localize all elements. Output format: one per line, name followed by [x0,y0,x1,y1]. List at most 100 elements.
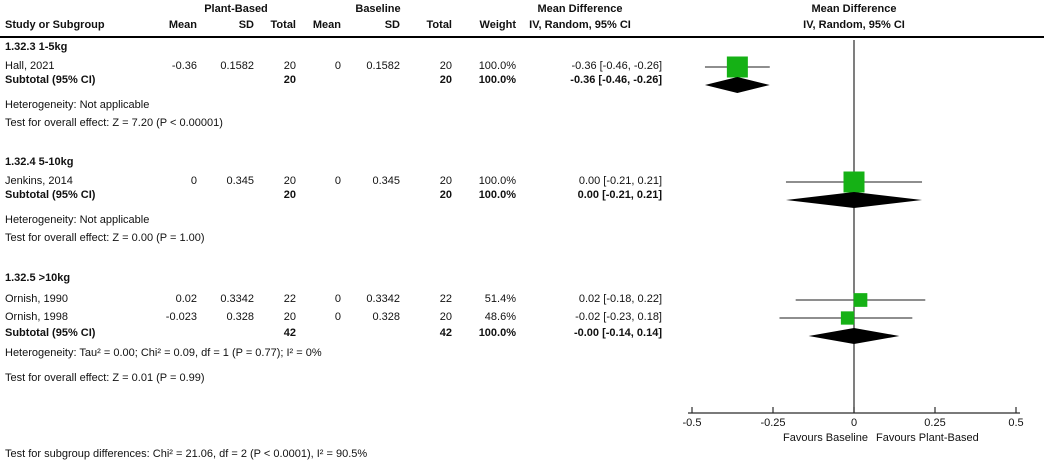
favours-left-label: Favours Baseline [783,432,868,444]
favours-right-label: Favours Plant-Based [876,432,979,444]
subgroup-title: 1.32.5 >10kg [5,272,71,284]
subtotal-diamond [808,328,900,344]
mean2-value: 0 [334,311,341,323]
heterogeneity-note: Heterogeneity: Tau² = 0.00; Chi² = 0.09,… [5,347,322,359]
study-name: Ornish, 1990 [5,293,68,305]
axis-tick-label: 0.5 [1008,417,1023,429]
axis-tick-label: 0 [851,417,857,429]
subtotal-md-ci-text: -0.36 [-0.46, -0.26] [570,74,662,86]
weight-value: 48.6% [484,311,516,323]
study-name: Jenkins, 2014 [5,175,73,187]
subtotal-total2: 20 [439,74,452,86]
mean1-value: -0.023 [165,311,197,323]
subtotal-diamond [785,192,923,208]
sd2-value: 0.328 [372,311,400,323]
md-ci-text: 0.02 [-0.18, 0.22] [578,293,662,305]
subgroup-title: 1.32.3 1-5kg [5,41,68,53]
study-name: Hall, 2021 [5,60,55,72]
subtotal-total2: 20 [439,189,452,201]
column-header-total2: Total [426,19,452,31]
column-header-sd1: SD [238,19,254,31]
subtotal-weight: 100.0% [478,327,516,339]
sd2-value: 0.3342 [366,293,400,305]
weight-value: 100.0% [478,175,516,187]
axis-tick-label: -0.5 [683,417,702,429]
axis-tick-label: 0.25 [924,417,945,429]
total2-value: 20 [439,60,452,72]
subtotal-weight: 100.0% [478,189,516,201]
subtotal-row: Subtotal (95% CI) 42 42 100.0% -0.00 [-0… [0,327,700,340]
sd1-value: 0.328 [226,311,254,323]
subtotal-total1: 20 [283,189,296,201]
mean1-value: 0.02 [175,293,197,305]
column-header-sd2: SD [384,19,400,31]
study-row: Ornish, 1990 0.02 0.3342 22 0 0.3342 22 … [0,293,700,306]
sd1-value: 0.3342 [220,293,254,305]
sd2-value: 0.345 [372,175,400,187]
total2-value: 22 [439,293,452,305]
subgroup-title: 1.32.4 5-10kg [5,156,74,168]
subtotal-md-ci-text: -0.00 [-0.14, 0.14] [573,327,662,339]
forest-square [840,311,855,325]
mean2-value: 0 [334,175,341,187]
mean2-value: 0 [334,293,341,305]
subtotal-total1: 42 [283,327,296,339]
column-header-study: Study or Subgroup [5,19,105,31]
overall-effect-note: Test for overall effect: Z = 0.00 (P = 1… [5,232,205,244]
overall-effect-note: Test for overall effect: Z = 7.20 (P < 0… [5,117,223,129]
group-header-baseline: Baseline [355,3,401,15]
md-header-right-sub: IV, Random, 95% CI [803,19,905,31]
study-name: Ornish, 1998 [5,311,68,323]
subgroup-differences-note: Test for subgroup differences: Chi² = 21… [5,448,368,460]
total1-value: 22 [283,293,296,305]
subtotal-total1: 20 [283,74,296,86]
forest-square [853,293,868,307]
heterogeneity-note: Heterogeneity: Not applicable [5,214,150,226]
group-header-plant-based: Plant-Based [204,3,268,15]
header-group-row: Plant-Based Baseline Mean Difference Mea… [0,3,896,16]
column-header-mean1: Mean [168,19,197,31]
md-ci-text: -0.36 [-0.46, -0.26] [571,60,663,72]
md-ci-text: -0.02 [-0.23, 0.18] [575,311,662,323]
forest-square [726,56,748,78]
subtotal-total2: 42 [439,327,452,339]
total1-value: 20 [283,311,296,323]
subtotal-row: Subtotal (95% CI) 20 20 100.0% -0.36 [-0… [0,74,700,87]
subtotal-weight: 100.0% [478,74,516,86]
study-row: Ornish, 1998 -0.023 0.328 20 0 0.328 20 … [0,311,700,324]
sd2-value: 0.1582 [366,60,400,72]
study-row: Jenkins, 2014 0 0.345 20 0 0.345 20 100.… [0,175,700,188]
total1-value: 20 [283,175,296,187]
subtotal-label: Subtotal (95% CI) [5,189,96,201]
md-header-left-sub: IV, Random, 95% CI [529,19,631,31]
column-header-mean2: Mean [312,19,341,31]
subtotal-md-ci-text: 0.00 [-0.21, 0.21] [577,189,662,201]
sd1-value: 0.345 [226,175,254,187]
md-header-right-title: Mean Difference [811,3,897,15]
weight-value: 51.4% [484,293,516,305]
axis-tick-label: -0.25 [760,417,785,429]
subtotal-label: Subtotal (95% CI) [5,327,96,339]
total1-value: 20 [283,60,296,72]
subtotal-diamond [704,77,770,93]
md-header-left-title: Mean Difference [537,3,623,15]
header-columns-row: Study or Subgroup Mean SD Total Mean SD … [0,19,905,32]
subtotal-row: Subtotal (95% CI) 20 20 100.0% 0.00 [-0.… [0,189,700,202]
overall-effect-note: Test for overall effect: Z = 0.01 (P = 0… [5,372,205,384]
mean1-value: 0 [190,175,197,187]
forest-square [843,171,865,193]
mean1-value: -0.36 [171,60,197,72]
total2-value: 20 [439,311,452,323]
sd1-value: 0.1582 [220,60,254,72]
md-ci-text: 0.00 [-0.21, 0.21] [578,175,662,187]
weight-value: 100.0% [478,60,516,72]
header-rule [0,36,1044,38]
column-header-total1: Total [270,19,296,31]
total2-value: 20 [439,175,452,187]
column-header-weight: Weight [479,19,516,31]
heterogeneity-note: Heterogeneity: Not applicable [5,99,150,111]
subtotal-label: Subtotal (95% CI) [5,74,96,86]
mean2-value: 0 [334,60,341,72]
